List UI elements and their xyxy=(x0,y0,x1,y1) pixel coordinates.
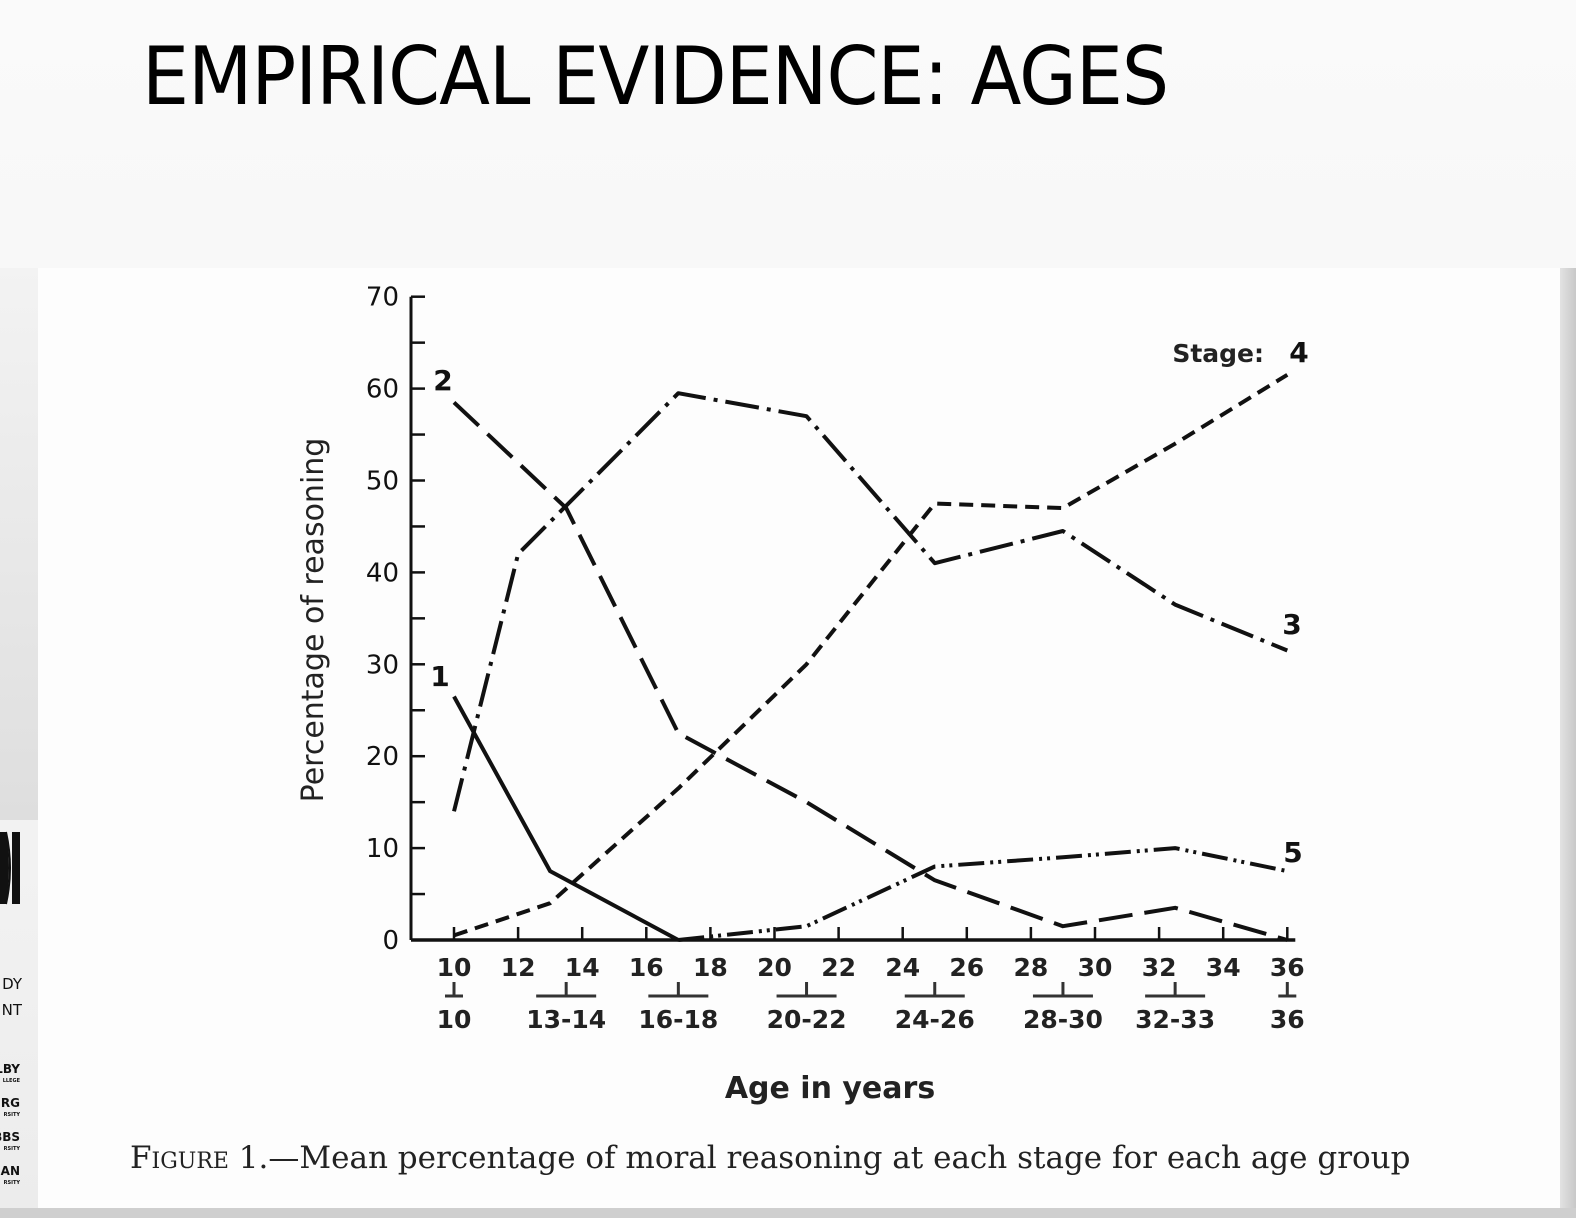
figure-caption: Figure 1.—Mean percentage of moral reaso… xyxy=(130,1140,1411,1176)
series-line-stage-2 xyxy=(452,400,1288,942)
chart-series xyxy=(452,373,1289,942)
y-tick-label: 70 xyxy=(366,283,399,313)
series-label-stage-5: 5 xyxy=(1283,836,1302,869)
figure-image xyxy=(38,268,1560,1208)
y-axis-title: Percentage of reasoning xyxy=(296,438,331,803)
x-tick-label: 22 xyxy=(821,953,856,982)
institution-logo-icon xyxy=(0,831,20,905)
x-tick-label: 26 xyxy=(949,953,984,982)
age-group-label: 10 xyxy=(437,1005,472,1034)
age-group-label: 28-30 xyxy=(1023,1005,1103,1034)
slide-edge xyxy=(1560,268,1576,1218)
series-line-stage-4 xyxy=(453,373,1289,938)
series-line-stage-1 xyxy=(452,695,680,942)
y-tick-label: 0 xyxy=(382,926,399,956)
slide-edge xyxy=(0,1208,1576,1218)
author-name: BBS xyxy=(0,1130,20,1144)
y-tick-label: 40 xyxy=(366,558,399,588)
author-institution: RSITY xyxy=(3,1180,20,1186)
x-tick-label: 12 xyxy=(501,953,536,982)
series-label-stage-3: 3 xyxy=(1282,608,1301,641)
author-institution: LLEGE xyxy=(2,1078,20,1084)
author-institution: RSITY xyxy=(3,1146,20,1152)
x-tick-label: 24 xyxy=(885,953,920,982)
slide-title: EMPIRICAL EVIDENCE: AGES xyxy=(142,30,1169,123)
author-name: LBY xyxy=(0,1062,20,1076)
figure-caption-prefix: Figure 1. xyxy=(130,1140,269,1176)
author-name: AN xyxy=(0,1164,20,1178)
x-axis-title: Age in years xyxy=(725,1071,935,1106)
age-group-label: 36 xyxy=(1270,1005,1305,1034)
y-tick-label: 10 xyxy=(366,834,399,864)
x-tick-label: 30 xyxy=(1078,953,1113,982)
legend-stage-label: Stage: xyxy=(1172,339,1264,368)
age-group-label: 32-33 xyxy=(1135,1005,1215,1034)
age-group-label: 24-26 xyxy=(895,1005,975,1034)
series-label-stage-4: 4 xyxy=(1289,336,1308,369)
x-tick-label: 16 xyxy=(629,953,664,982)
age-group-label: 20-22 xyxy=(767,1005,847,1034)
y-tick-label: 60 xyxy=(366,375,399,405)
x-tick-label: 28 xyxy=(1014,953,1049,982)
x-tick-label: 20 xyxy=(757,953,792,982)
left-slide-panel xyxy=(0,268,38,820)
age-group-label: 13-14 xyxy=(526,1005,606,1034)
x-tick-label: 14 xyxy=(565,953,600,982)
author-name: RG xyxy=(0,1096,20,1110)
x-tick-label: 10 xyxy=(437,953,472,982)
x-tick-label: 34 xyxy=(1206,953,1241,982)
series-label-stage-2: 2 xyxy=(433,364,452,397)
series-line-stage-3 xyxy=(452,391,1289,812)
y-tick-label: 30 xyxy=(366,650,399,680)
logo-line-1: DY xyxy=(2,975,22,993)
age-group-label: 16-18 xyxy=(638,1005,718,1034)
series-line-stage-5 xyxy=(678,846,1288,942)
y-tick-label: 20 xyxy=(366,742,399,772)
x-tick-label: 18 xyxy=(693,953,728,982)
x-tick-label: 36 xyxy=(1270,953,1305,982)
figure-caption-text: —Mean percentage of moral reasoning at e… xyxy=(268,1140,1411,1176)
series-label-stage-1: 1 xyxy=(430,660,449,693)
x-tick-label: 32 xyxy=(1142,953,1177,982)
chart-labels: 1 2 3 4 5 Stage: xyxy=(430,336,1308,869)
author-institution: RSITY xyxy=(3,1112,20,1118)
logo-line-2: NT xyxy=(1,1001,22,1019)
y-tick-label: 50 xyxy=(366,467,399,497)
